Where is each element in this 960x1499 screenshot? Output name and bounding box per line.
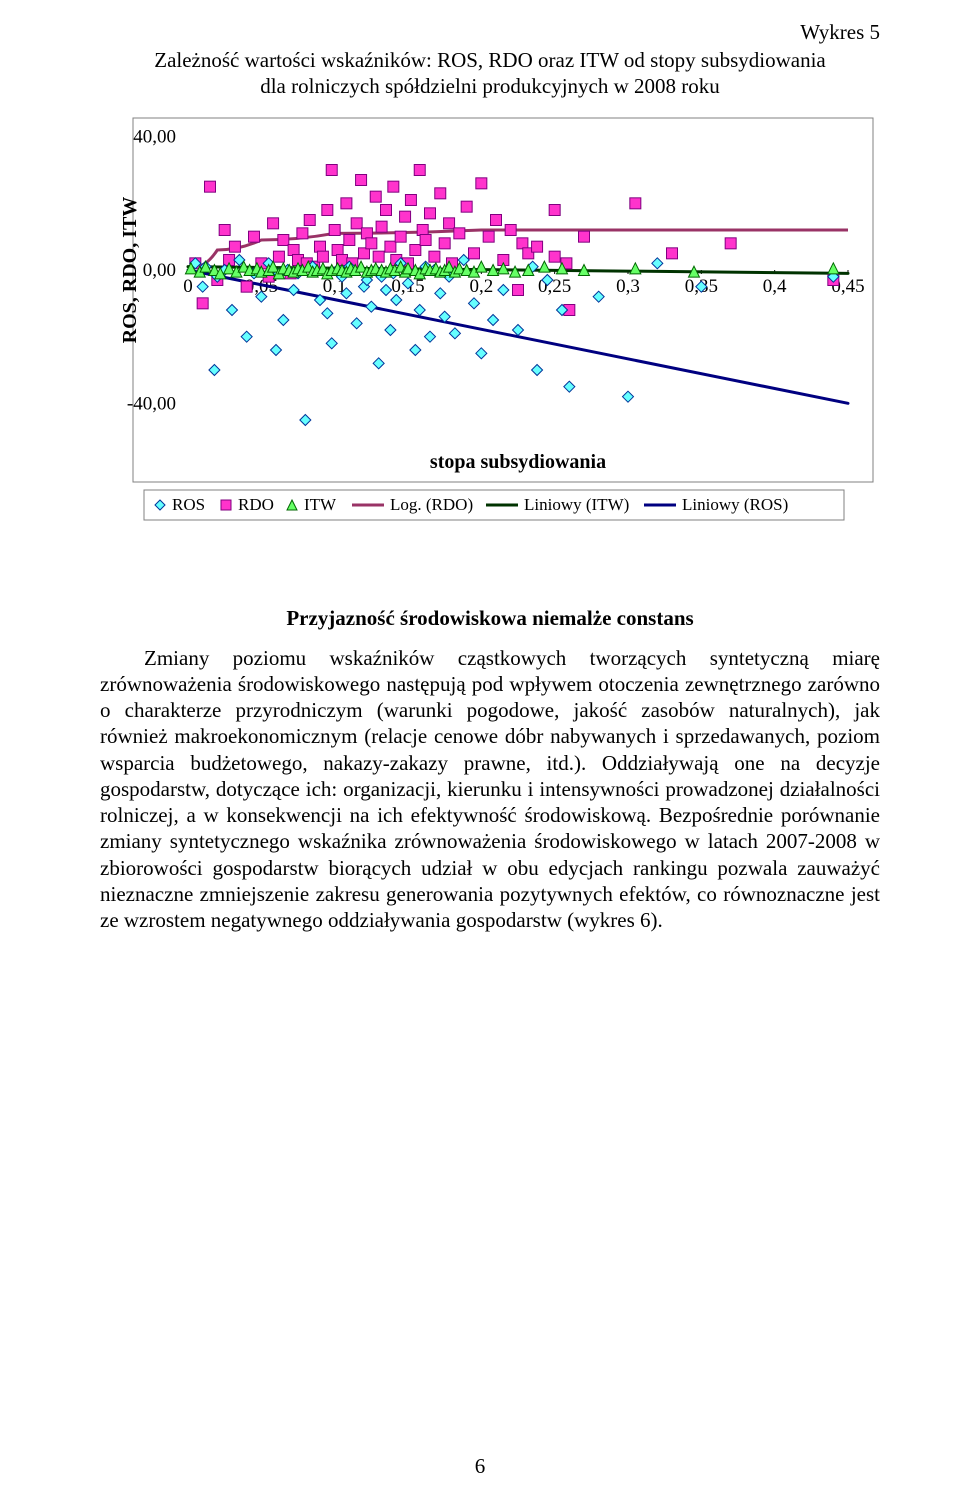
svg-text:ROS, RDO, ITW: ROS, RDO, ITW — [119, 196, 141, 343]
svg-text:0: 0 — [183, 276, 193, 297]
svg-text:0,2: 0,2 — [469, 276, 493, 297]
section-heading: Przyjazność środowiskowa niemalże consta… — [100, 606, 880, 631]
svg-text:RDO: RDO — [238, 495, 274, 514]
svg-text:Log. (RDO): Log. (RDO) — [390, 495, 473, 514]
scatter-chart: 00,050,10,150,20,250,30,350,40,45-40,000… — [100, 110, 880, 560]
svg-text:Liniowy (ITW): Liniowy (ITW) — [524, 495, 629, 514]
body-paragraph: Zmiany poziomu wskaźników cząstkowych tw… — [100, 645, 880, 934]
chart-title-line1: Zależność wartości wskaźników: ROS, RDO … — [154, 48, 826, 72]
chart-svg: 00,050,10,150,20,250,30,350,40,45-40,000… — [100, 110, 880, 560]
svg-text:ROS: ROS — [172, 495, 205, 514]
page-number: 6 — [0, 1454, 960, 1479]
svg-text:-40,00: -40,00 — [127, 393, 176, 414]
figure-label: Wykres 5 — [100, 20, 880, 45]
page: Wykres 5 Zależność wartości wskaźników: … — [0, 0, 960, 1499]
svg-text:Liniowy (ROS): Liniowy (ROS) — [682, 495, 788, 514]
svg-text:0,3: 0,3 — [616, 276, 640, 297]
svg-text:0,4: 0,4 — [763, 276, 787, 297]
svg-text:stopa subsydiowania: stopa subsydiowania — [430, 451, 606, 473]
chart-title-line2: dla rolniczych spółdzielni produkcyjnych… — [260, 74, 720, 98]
svg-text:0,00: 0,00 — [143, 260, 176, 281]
svg-text:40,00: 40,00 — [133, 126, 176, 147]
svg-text:ITW: ITW — [304, 495, 337, 514]
chart-title: Zależność wartości wskaźników: ROS, RDO … — [120, 47, 860, 100]
